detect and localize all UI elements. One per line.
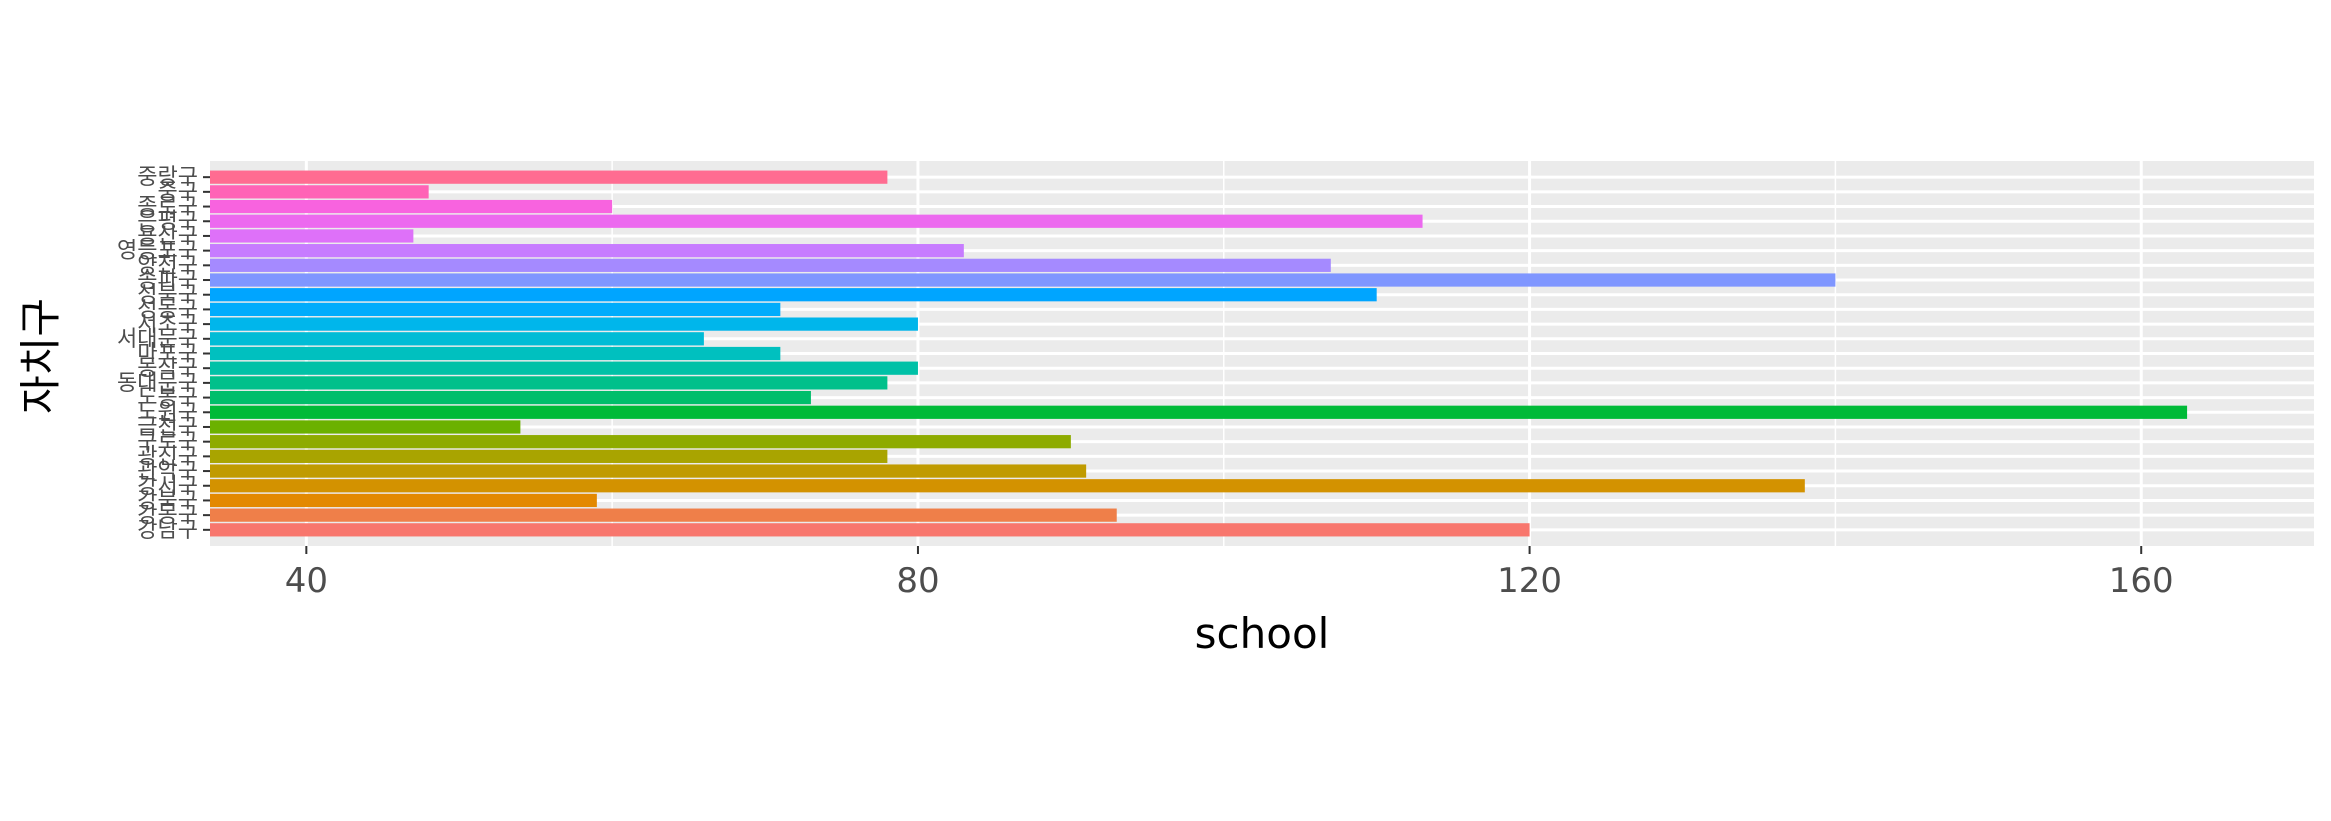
y-tick-label: 강동구 xyxy=(137,503,198,528)
y-axis-title: 자치구 xyxy=(16,298,65,414)
y-tick-label: 강북구 xyxy=(137,488,198,513)
y-tick-label: 중구 xyxy=(158,180,198,205)
x-axis: 40 80 120 160 xyxy=(285,546,2174,601)
y-tick-label: 관악구 xyxy=(137,459,198,484)
bar xyxy=(210,258,1331,272)
bar xyxy=(210,420,521,434)
bar xyxy=(210,288,1377,302)
bar xyxy=(210,170,888,184)
y-tick-label: 송파구 xyxy=(137,268,198,293)
y-tick-label: 강남구 xyxy=(137,518,198,543)
y-tick-label: 성동구 xyxy=(137,297,198,322)
bar xyxy=(210,464,1087,478)
bar xyxy=(210,361,918,375)
y-tick-label: 금천구 xyxy=(137,415,198,440)
x-tick-label: 80 xyxy=(896,561,939,601)
y-tick-label: 중랑구 xyxy=(137,165,198,190)
x-tick-label: 120 xyxy=(1497,561,1562,601)
y-tick-label: 용산구 xyxy=(137,224,198,249)
bar xyxy=(210,493,597,508)
bar xyxy=(210,302,781,317)
bar xyxy=(210,185,429,199)
y-tick-label: 영등포구 xyxy=(117,239,198,264)
y-tick-label: 노원구 xyxy=(137,400,198,425)
bar xyxy=(210,199,613,214)
y-tick-label: 동대문구 xyxy=(117,371,198,396)
y-axis: 강남구강동구강북구강서구관악구광진구구로구금천구노원구도봉구동대문구동작구마포구… xyxy=(117,165,210,543)
bar xyxy=(210,508,1117,522)
y-tick-label: 양천구 xyxy=(137,253,198,278)
y-tick-label: 강서구 xyxy=(137,474,198,499)
bar xyxy=(210,317,918,331)
bar xyxy=(210,405,2188,419)
y-tick-label: 서대문구 xyxy=(117,327,198,352)
y-tick-label: 은평구 xyxy=(137,209,198,234)
y-tick-label: 종로구 xyxy=(137,195,198,220)
bar xyxy=(210,244,964,258)
y-tick-label: 성북구 xyxy=(137,283,198,308)
x-tick-label: 40 xyxy=(285,561,328,601)
bar xyxy=(210,332,704,346)
y-tick-label: 서초구 xyxy=(137,312,198,337)
y-tick-label: 구로구 xyxy=(137,430,198,455)
bar xyxy=(210,229,414,243)
bar xyxy=(210,390,811,405)
bar xyxy=(210,479,1805,493)
bar xyxy=(210,449,888,463)
y-tick-label: 마포구 xyxy=(137,342,198,367)
bar xyxy=(210,523,1530,537)
bar xyxy=(210,214,1423,228)
y-tick-label: 도봉구 xyxy=(137,386,198,411)
y-tick-label: 광진구 xyxy=(137,444,198,469)
y-tick-label: 동작구 xyxy=(137,356,198,381)
bar xyxy=(210,435,1071,449)
bar xyxy=(210,376,888,390)
x-tick-label: 160 xyxy=(2109,561,2174,601)
bar xyxy=(210,273,1836,287)
x-axis-title: school xyxy=(1195,609,1330,658)
bar xyxy=(210,346,781,361)
bars xyxy=(210,170,2188,537)
